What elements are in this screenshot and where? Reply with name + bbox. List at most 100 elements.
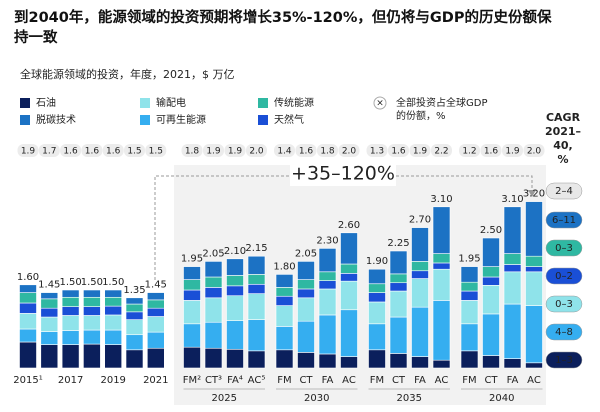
bar-segment <box>432 268 451 301</box>
bar-segment <box>482 313 500 356</box>
gdp-label: 1.9 <box>21 147 36 157</box>
bar-segment <box>204 297 223 323</box>
bar-segment <box>61 344 80 369</box>
bar-segment <box>525 255 543 267</box>
bar-segment <box>460 300 479 325</box>
bar-segment <box>411 278 429 308</box>
bar-segment <box>125 297 144 305</box>
bar-segment <box>411 227 429 262</box>
bar-segment <box>503 206 522 254</box>
bar-segment <box>125 311 144 320</box>
bar-segment <box>503 358 522 369</box>
bar-segment <box>125 303 144 313</box>
bar-segment <box>503 303 522 359</box>
total-label: 1.45 <box>38 280 60 291</box>
cagr-box <box>545 267 583 285</box>
gdp-pill <box>145 144 167 157</box>
gdp-pill <box>317 144 338 157</box>
legend-label: 天然气 <box>274 113 304 126</box>
bar-segment <box>147 299 165 309</box>
gdp-label: 1.8 <box>320 147 335 157</box>
gdp-label: 1.7 <box>42 147 56 157</box>
gdp-pill <box>102 144 124 157</box>
x-tick-label: CT <box>484 375 498 386</box>
gdp-label: 1.6 <box>299 147 314 157</box>
cagr-box <box>545 211 583 229</box>
cagr-label: 1–3 <box>555 355 573 366</box>
bar-segment <box>40 298 59 309</box>
bar-segment <box>411 306 429 357</box>
gdp-label: 1.3 <box>370 147 384 157</box>
legend-swatch <box>20 115 30 125</box>
gdp-pill <box>480 144 502 157</box>
bar-segment <box>226 320 244 350</box>
gdp-pill <box>81 144 103 157</box>
bar-segment <box>368 301 386 325</box>
total-label: 1.80 <box>273 261 295 272</box>
bar-segment <box>389 282 408 292</box>
bar-segment <box>19 284 37 293</box>
legend-label: 脱碳技术 <box>36 113 76 126</box>
subtitle: 全球能源领域的投资，年度，2021，$ 万亿 <box>20 67 235 81</box>
bar-segment <box>297 288 315 299</box>
arrow-head <box>528 190 536 197</box>
bar-segment <box>247 350 266 369</box>
bar-segment <box>226 295 244 321</box>
bar-segment <box>318 314 337 355</box>
total-label: 2.30 <box>316 235 338 246</box>
cagr-title: CAGR <box>546 111 581 124</box>
gdp-label: 1.9 <box>413 147 428 157</box>
x-tick-label: AC <box>527 375 541 386</box>
bar-segment <box>275 274 294 288</box>
bar-segment <box>83 329 101 345</box>
x-tick-label: AC⁵ <box>248 375 266 386</box>
cagr-label: 6–11 <box>552 215 576 226</box>
bar-segment <box>411 261 429 272</box>
gdp-label: 1.6 <box>63 147 78 157</box>
gdp-label: 1.9 <box>206 147 221 157</box>
bar-segment <box>460 290 479 301</box>
bar-segment <box>61 315 80 331</box>
bar-segment <box>297 320 315 353</box>
bar-segment <box>204 347 223 369</box>
total-label: 1.50 <box>59 277 81 288</box>
x-tick-label: 2019 <box>100 375 125 386</box>
bar-segment <box>432 262 451 270</box>
x-tick-label: FA <box>507 375 519 386</box>
cagr-box <box>545 323 583 341</box>
cagr-label: 4–8 <box>555 327 573 338</box>
x-tick-label: CT <box>392 375 406 386</box>
bar-segment <box>204 261 223 278</box>
bar-segment <box>389 250 408 275</box>
total-label: 2.05 <box>295 248 317 259</box>
bar-segment <box>297 352 315 369</box>
bar-segment <box>40 316 59 332</box>
group-label: 2040 <box>489 393 514 404</box>
annotation-bg <box>290 160 396 186</box>
bar-segment <box>183 289 201 301</box>
bar-segment <box>432 253 451 264</box>
gdp-label: 1.5 <box>127 147 141 157</box>
bar-segment <box>482 237 500 267</box>
gdp-pill <box>431 144 452 157</box>
bar-segment <box>340 263 358 274</box>
cagr-title: % <box>557 153 568 166</box>
bar-segment <box>525 201 543 257</box>
total-label: 3.10 <box>501 194 523 205</box>
cagr-title: 40, <box>553 139 573 152</box>
bar-segment <box>61 289 80 298</box>
bar-segment <box>247 283 266 294</box>
gdp-label: 1.2 <box>462 147 476 157</box>
x-tick-label: FM <box>277 375 291 386</box>
x-tick-label: FM² <box>183 375 201 386</box>
gdp-pill <box>366 144 388 157</box>
total-label: 1.50 <box>81 277 103 288</box>
bar-segment <box>40 331 59 345</box>
gdp-legend: 全部投资占全球GDP <box>396 96 487 109</box>
gdp-label: 1.9 <box>228 147 243 157</box>
x-tick-label: 2017 <box>58 375 83 386</box>
bar-segment <box>432 300 451 361</box>
bar-segment <box>40 344 59 369</box>
bar-segment <box>104 314 122 331</box>
legend-swatch <box>140 98 150 108</box>
